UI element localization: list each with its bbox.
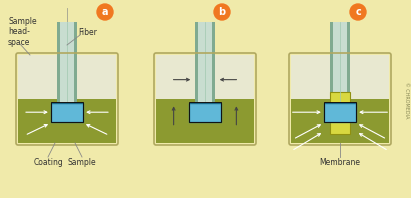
Bar: [333, 22, 347, 119]
Bar: [74, 22, 77, 119]
Text: Membrane: Membrane: [319, 158, 360, 167]
Text: c: c: [355, 7, 361, 17]
Bar: [57, 22, 60, 119]
Bar: [156, 99, 254, 143]
Bar: [347, 22, 350, 119]
Text: Sample
head-
space: Sample head- space: [8, 17, 37, 47]
Bar: [291, 99, 389, 143]
Bar: [18, 55, 116, 99]
Bar: [189, 103, 221, 122]
Bar: [156, 55, 254, 99]
Text: © CHROMEDIA: © CHROMEDIA: [404, 82, 409, 118]
Bar: [324, 102, 356, 122]
Bar: [60, 22, 74, 119]
Bar: [324, 103, 356, 122]
Circle shape: [214, 4, 230, 20]
Bar: [198, 22, 212, 119]
Text: a: a: [102, 7, 108, 17]
Bar: [330, 22, 333, 119]
Circle shape: [350, 4, 366, 20]
Text: b: b: [218, 7, 226, 17]
Bar: [212, 22, 215, 119]
Bar: [51, 102, 83, 122]
Bar: [18, 99, 116, 143]
Circle shape: [97, 4, 113, 20]
Text: Coating: Coating: [33, 158, 63, 167]
Bar: [291, 55, 389, 99]
Bar: [330, 92, 350, 134]
Text: Fiber: Fiber: [78, 28, 97, 37]
Bar: [51, 103, 83, 122]
Bar: [195, 22, 198, 119]
Text: Sample: Sample: [68, 158, 96, 167]
Bar: [189, 102, 221, 122]
